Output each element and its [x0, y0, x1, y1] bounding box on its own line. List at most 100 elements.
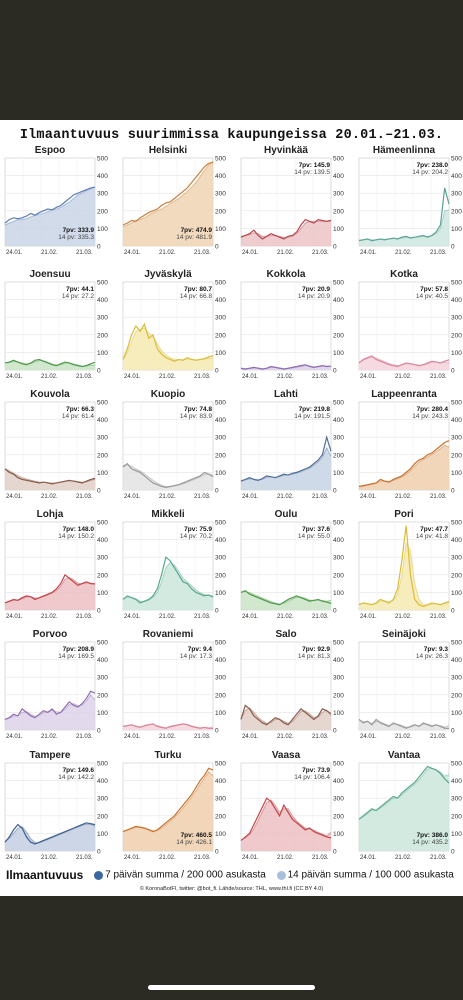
series-7-day-line [4, 690, 96, 720]
y-tick-label: 500 [451, 761, 462, 768]
value-label-7-day: 7pv: 9.4 [188, 646, 213, 653]
x-tick-label: 24.01. [6, 250, 23, 256]
series-7-day-line [122, 723, 214, 730]
value-label-7-day: 7pv: 44.1 [66, 286, 94, 293]
y-tick-label: 400 [215, 417, 226, 424]
series-14-day-line [4, 823, 96, 844]
y-tick-label: 200 [215, 452, 226, 459]
plot-frame [4, 401, 96, 491]
x-tick-label: 21.03. [194, 614, 211, 620]
y-tick-label: 100 [333, 470, 344, 477]
y-tick-label: 100 [215, 590, 226, 597]
x-tick-label: 21.03. [430, 855, 447, 861]
x-tick-label: 24.01. [124, 855, 141, 861]
y-tick-label: 100 [451, 226, 462, 233]
plot-frame [358, 157, 450, 247]
city-chart-hameenlinna: 0 100 200 300 400 500 24.01. 21.02. 21.03. Hämeen… [358, 145, 462, 256]
y-tick-label: 200 [97, 692, 108, 699]
y-tick-label: 200 [333, 452, 344, 459]
value-label-7-day: 7pv: 92.9 [302, 646, 330, 653]
y-tick-label: 100 [333, 226, 344, 233]
city-name: Kouvola [30, 389, 70, 400]
value-label-7-day: 7pv: 145.9 [299, 162, 331, 169]
series-14-day-area [5, 468, 95, 490]
legend-title: Ilmaantuvuus [6, 868, 84, 882]
value-label-7-day: 7pv: 75.9 [184, 526, 212, 533]
y-tick-label: 500 [97, 640, 108, 647]
y-tick-label: 500 [97, 156, 108, 163]
x-tick-label: 21.02. [395, 734, 412, 740]
y-tick-label: 100 [451, 350, 462, 357]
plot-frame [240, 281, 332, 371]
y-tick-label: 100 [215, 470, 226, 477]
y-tick-label: 100 [97, 350, 108, 357]
y-tick-label: 400 [333, 657, 344, 664]
x-tick-label: 21.03. [430, 734, 447, 740]
value-label-14-day: 14 pv: 142.2 [58, 774, 94, 781]
y-tick-label: 200 [215, 692, 226, 699]
x-tick-label: 24.01. [6, 734, 23, 740]
y-tick-label: 400 [451, 297, 462, 304]
x-tick-label: 24.01. [242, 374, 259, 380]
y-tick-label: 300 [451, 796, 462, 803]
value-label-14-day: 14 pv: 150.2 [58, 533, 94, 540]
x-tick-label: 21.02. [159, 374, 176, 380]
series-14-day-line [122, 561, 214, 603]
x-tick-label: 21.02. [395, 855, 412, 861]
x-tick-label: 21.02. [277, 734, 294, 740]
y-tick-label: 100 [97, 710, 108, 717]
y-tick-label: 100 [215, 710, 226, 717]
y-tick-label: 300 [451, 315, 462, 322]
series-14-day-area [5, 360, 95, 370]
y-tick-label: 300 [451, 435, 462, 442]
plot-frame [358, 281, 450, 371]
x-tick-label: 24.01. [242, 614, 259, 620]
y-tick-label: 400 [333, 537, 344, 544]
series-14-day-area [241, 799, 331, 851]
x-tick-label: 24.01. [242, 494, 259, 500]
value-label-7-day: 7pv: 80.7 [184, 286, 212, 293]
y-tick-label: 100 [451, 831, 462, 838]
series-14-day-area [5, 187, 95, 246]
y-tick-label: 300 [97, 675, 108, 682]
y-tick-label: 100 [215, 350, 226, 357]
y-tick-label: 400 [451, 173, 462, 180]
series-7-day-line [358, 765, 450, 820]
x-tick-label: 21.03. [312, 614, 329, 620]
x-tick-label: 21.02. [395, 374, 412, 380]
y-tick-label: 400 [333, 173, 344, 180]
x-tick-label: 21.02. [277, 374, 294, 380]
series-14-day-area [241, 708, 331, 730]
city-chart-seinajoki: 0 100 200 300 400 500 24.01. 21.02. 21.03. Seinäj… [358, 629, 462, 740]
city-chart-rovaniemi: 0 100 200 300 400 500 24.01. 21.02. 21.03. Rovani… [122, 629, 226, 740]
y-tick-label: 300 [215, 675, 226, 682]
city-chart-hyvinkaa: 0 100 200 300 400 500 24.01. 21.02. 21.03. Hyvink… [240, 145, 344, 256]
series-14-day-area [123, 464, 213, 490]
y-tick-label: 300 [215, 435, 226, 442]
y-tick-label: 0 [451, 368, 455, 375]
y-tick-label: 500 [97, 400, 108, 407]
series-14-day-area [123, 161, 213, 246]
y-tick-label: 500 [215, 761, 226, 768]
x-tick-label: 24.01. [6, 374, 23, 380]
home-indicator[interactable] [148, 985, 315, 990]
y-tick-label: 500 [451, 400, 462, 407]
value-label-7-day: 7pv: 74.8 [184, 406, 212, 413]
y-tick-label: 400 [451, 657, 462, 664]
series-7-day-line [122, 322, 214, 362]
series-7-day-line [4, 573, 96, 604]
x-tick-label: 21.02. [159, 855, 176, 861]
x-tick-label: 21.03. [312, 494, 329, 500]
city-name: Lohja [37, 509, 64, 520]
series-7-day-line [358, 525, 450, 608]
value-label-7-day: 7pv: 9.3 [424, 646, 449, 653]
x-tick-label: 21.02. [395, 494, 412, 500]
y-tick-label: 400 [451, 537, 462, 544]
y-tick-label: 200 [97, 813, 108, 820]
y-tick-label: 200 [97, 452, 108, 459]
city-chart-kokkola: 0 100 200 300 400 500 24.01. 21.02. 21.03. Kokkol… [240, 269, 344, 380]
y-tick-label: 200 [215, 572, 226, 579]
y-tick-label: 200 [97, 332, 108, 339]
city-chart-lappeenranta: 0 100 200 300 400 500 24.01. 21.02. 21.03. Lappee… [358, 389, 462, 500]
city-name: Vantaa [388, 750, 421, 761]
